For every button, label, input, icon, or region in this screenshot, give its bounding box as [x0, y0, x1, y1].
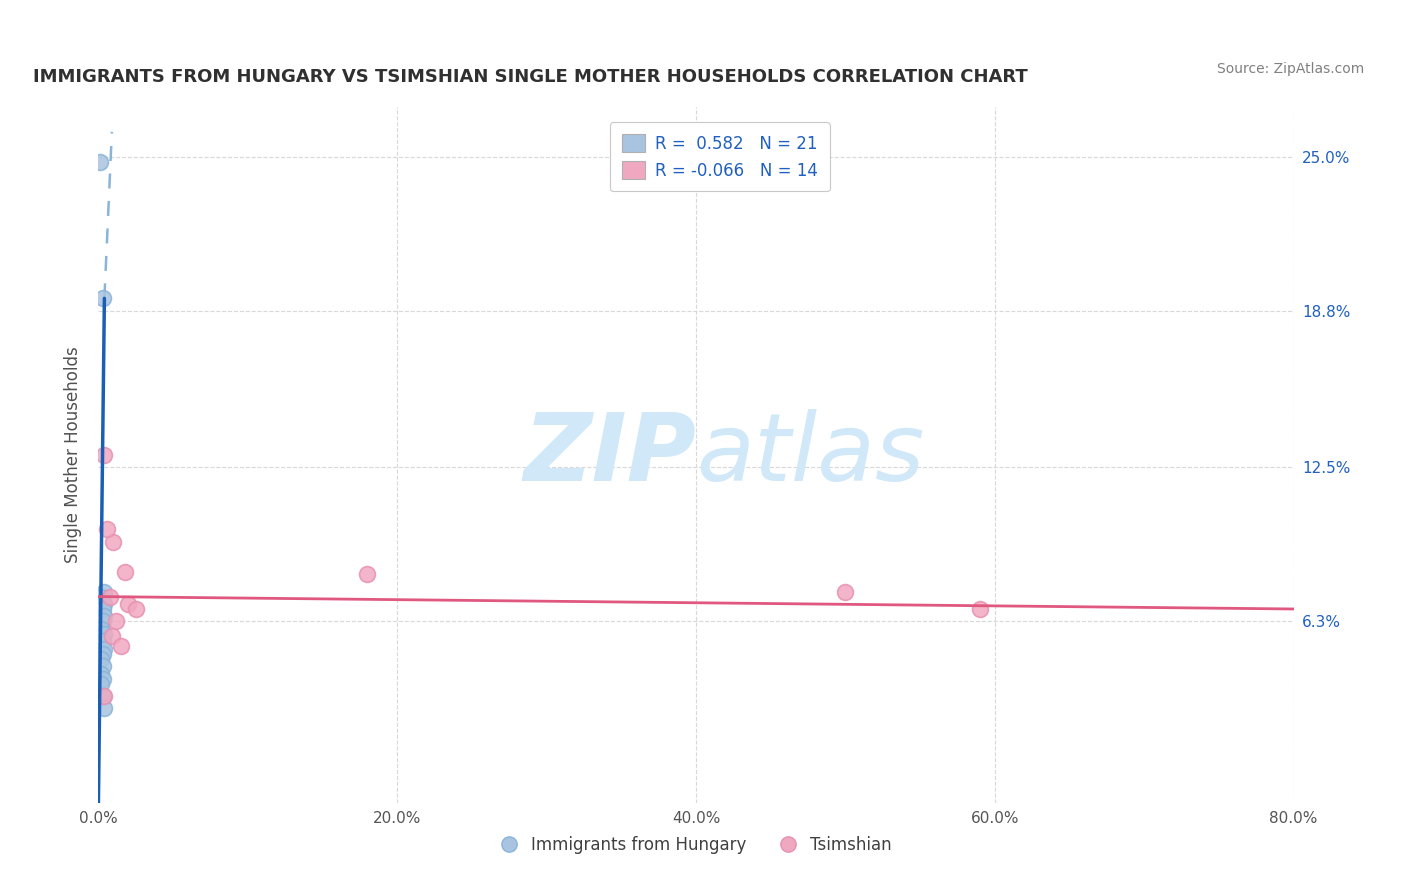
Text: IMMIGRANTS FROM HUNGARY VS TSIMSHIAN SINGLE MOTHER HOUSEHOLDS CORRELATION CHART: IMMIGRANTS FROM HUNGARY VS TSIMSHIAN SIN… [32, 68, 1028, 86]
Point [90, 666, 112, 681]
Point [834, 584, 856, 599]
Point [114, 565, 136, 579]
Point [93, 641, 115, 656]
Point [91, 672, 114, 686]
Point [93, 584, 115, 599]
Point [90, 622, 112, 636]
Point [110, 639, 132, 653]
Point [90, 676, 112, 690]
Point [93, 689, 115, 703]
Legend: Immigrants from Hungary, Tsimshian: Immigrants from Hungary, Tsimshian [494, 830, 898, 861]
Point [356, 567, 378, 582]
Point [93, 701, 115, 715]
Point [93, 609, 115, 624]
Point [103, 534, 125, 549]
Point [91, 634, 114, 648]
Point [91, 594, 114, 608]
Point [89, 154, 111, 169]
Y-axis label: Single Mother Households: Single Mother Households [63, 347, 82, 563]
Point [93, 448, 115, 462]
Point [91, 602, 114, 616]
Point [91, 659, 114, 673]
Text: atlas: atlas [696, 409, 924, 500]
Point [91, 647, 114, 661]
Point [91, 615, 114, 629]
Point [125, 602, 148, 616]
Point [969, 602, 991, 616]
Point [90, 651, 112, 665]
Point [91, 291, 114, 305]
Point [98, 590, 122, 604]
Point [101, 629, 124, 643]
Text: Source: ZipAtlas.com: Source: ZipAtlas.com [1216, 62, 1364, 77]
Point [117, 597, 139, 611]
Point [93, 627, 115, 641]
Point [91, 689, 114, 703]
Point [105, 615, 128, 629]
Point [93, 597, 115, 611]
Text: ZIP: ZIP [523, 409, 696, 501]
Point [90, 590, 112, 604]
Point [96, 523, 118, 537]
